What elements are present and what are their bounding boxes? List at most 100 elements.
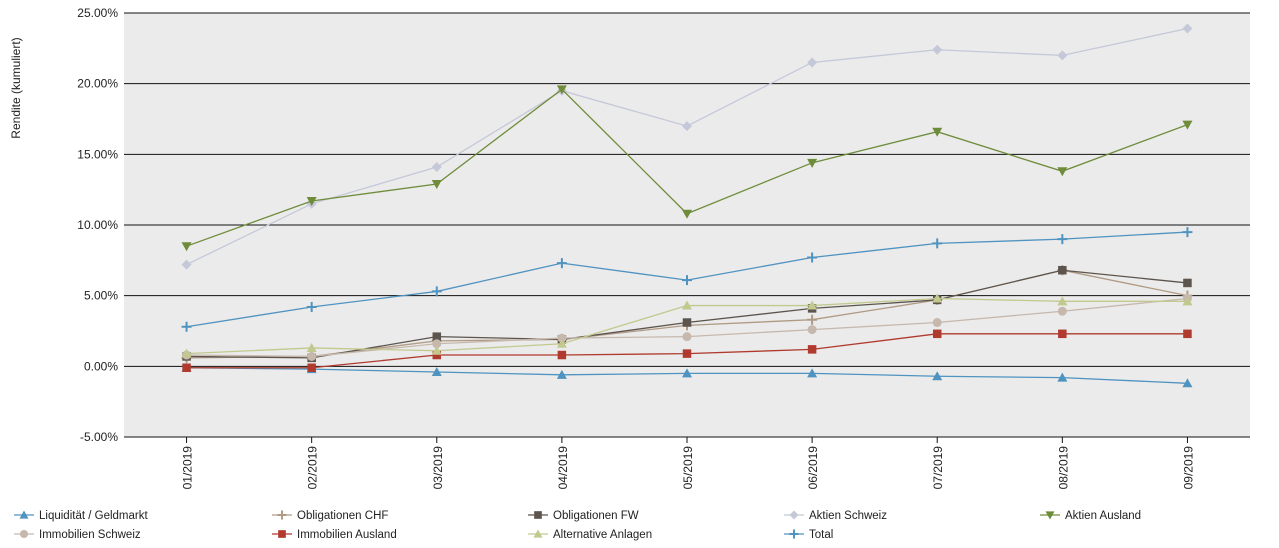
data-point <box>932 371 943 381</box>
data-point <box>807 314 818 325</box>
data-point <box>431 286 442 297</box>
y-tick-label: 5.00% <box>84 289 118 303</box>
data-point <box>432 332 442 341</box>
y-axis-title: Rendite (kumuliert) <box>9 37 23 138</box>
data-point <box>682 368 692 378</box>
legend-marker <box>19 529 29 539</box>
data-point <box>932 238 943 249</box>
data-point <box>1057 50 1068 61</box>
data-point <box>682 209 692 219</box>
legend-marker <box>277 510 287 520</box>
series-8 <box>181 227 1193 332</box>
data-point <box>307 351 317 361</box>
data-point <box>182 363 191 372</box>
data-point <box>1182 227 1193 238</box>
data-point <box>556 369 567 379</box>
legend-marker <box>789 529 799 539</box>
data-point <box>1057 306 1067 316</box>
data-point <box>1182 296 1193 306</box>
data-point <box>1057 167 1068 177</box>
legend-item: Aktien Ausland <box>1040 510 1141 522</box>
data-point <box>932 44 943 55</box>
data-point <box>431 366 442 376</box>
x-tick-label: 05/2019 <box>681 446 695 490</box>
data-point <box>932 329 942 339</box>
data-point <box>432 350 442 360</box>
legend-label: Immobilien Schweiz <box>39 529 141 541</box>
legend-label: Alternative Anlagen <box>553 529 652 541</box>
data-point <box>1182 378 1193 388</box>
data-point <box>807 252 818 263</box>
data-point <box>1057 372 1068 382</box>
x-tick-label: 08/2019 <box>1056 446 1070 490</box>
legend-label: Total <box>809 529 833 541</box>
legend-label: Obligationen CHF <box>297 510 388 522</box>
series-7 <box>181 293 1193 358</box>
legend-label: Obligationen FW <box>553 510 639 522</box>
data-point <box>1183 278 1192 288</box>
legend-marker <box>534 511 542 519</box>
data-point <box>556 85 567 95</box>
series-4 <box>181 85 1193 252</box>
data-point <box>1182 23 1193 34</box>
data-point <box>682 121 692 132</box>
data-point <box>1057 234 1068 245</box>
data-point <box>682 300 692 310</box>
legend-marker <box>1045 511 1055 520</box>
legend-item: Liquidität / Geldmarkt <box>14 510 148 522</box>
legend-item: Obligationen CHF <box>272 510 388 522</box>
legend-item: Total <box>784 529 833 541</box>
data-point <box>306 196 317 206</box>
data-point <box>557 333 567 343</box>
y-tick-label: 0.00% <box>84 359 118 373</box>
data-point <box>556 258 567 269</box>
y-tick-label: -5.00% <box>80 430 118 444</box>
x-tick-label: 07/2019 <box>931 446 945 490</box>
data-point <box>306 301 317 312</box>
y-tick-label: 15.00% <box>77 147 118 161</box>
data-point <box>682 349 692 358</box>
series-6 <box>182 329 1192 372</box>
y-tick-label: 10.00% <box>77 218 118 232</box>
legend-item: Alternative Anlagen <box>528 529 652 541</box>
data-point <box>932 127 943 137</box>
data-point <box>1183 329 1192 339</box>
data-point <box>431 180 442 190</box>
x-axis-ticks: 01/2019 02/2019 03/2019 04/2019 05/2019 06/20… <box>181 437 1195 490</box>
data-point <box>1058 329 1067 339</box>
data-point <box>682 318 692 327</box>
legend-item: Obligationen FW <box>528 510 639 522</box>
data-point <box>557 350 567 360</box>
data-point <box>432 339 442 349</box>
data-point <box>1182 120 1193 130</box>
data-point <box>181 242 192 252</box>
data-point <box>932 318 942 328</box>
legend-item: Aktien Schweiz <box>784 510 887 522</box>
legend-label: Liquidität / Geldmarkt <box>39 510 148 522</box>
data-point <box>1057 296 1068 306</box>
legend-marker <box>19 510 29 519</box>
data-point <box>807 325 817 335</box>
data-point <box>807 57 818 68</box>
data-point <box>932 293 943 303</box>
x-tick-label: 06/2019 <box>806 446 820 490</box>
y-axis-ticks: -5.00% 0.00% 5.00% 10.00% 15.00% 20.00% 25.00% <box>77 6 118 444</box>
legend-item: Immobilien Ausland <box>272 529 397 541</box>
data-point <box>682 332 692 342</box>
data-point <box>807 368 818 378</box>
data-point <box>181 348 192 358</box>
data-point <box>181 259 192 270</box>
legend-label: Aktien Schweiz <box>809 510 887 522</box>
data-point <box>431 345 442 355</box>
legend-item: Immobilien Schweiz <box>14 529 141 541</box>
data-point <box>682 275 692 286</box>
x-tick-label: 03/2019 <box>431 446 445 490</box>
data-point <box>181 321 192 332</box>
legend-marker <box>533 529 543 538</box>
data-point <box>1058 265 1067 275</box>
data-point <box>807 300 818 310</box>
x-tick-label: 02/2019 <box>306 446 320 490</box>
series-3 <box>181 23 1193 270</box>
y-tick-label: 25.00% <box>77 6 118 20</box>
